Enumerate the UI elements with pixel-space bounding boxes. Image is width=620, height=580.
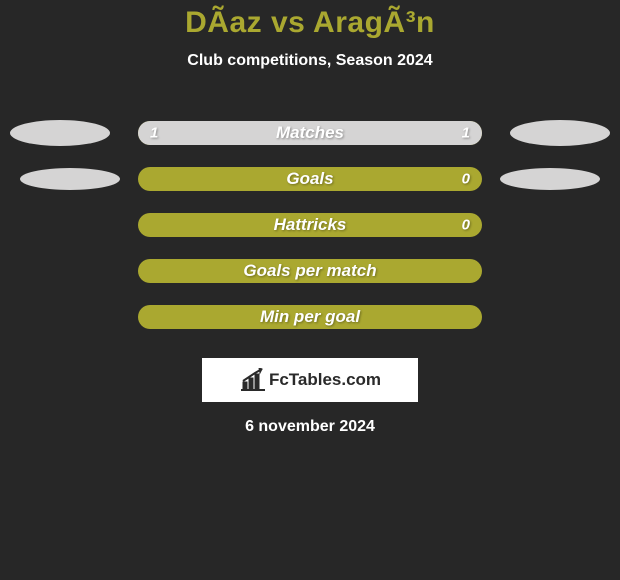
stat-label: Matches xyxy=(138,123,482,143)
left-ellipse-icon xyxy=(20,168,120,190)
page-title: DÃ­az vs AragÃ³n xyxy=(0,0,620,40)
right-ellipse-icon xyxy=(500,168,600,190)
stat-value-right: 1 xyxy=(462,125,470,142)
stat-row: Min per goal xyxy=(0,294,620,340)
date-text: 6 november 2024 xyxy=(0,418,620,436)
left-ellipse-icon xyxy=(10,120,110,146)
stat-value-left: 1 xyxy=(150,125,158,142)
stat-value-right: 0 xyxy=(462,217,470,234)
stat-label: Goals per match xyxy=(138,261,482,281)
subtitle: Club competitions, Season 2024 xyxy=(0,52,620,70)
stat-row: Matches1 1 xyxy=(0,110,620,156)
stat-bar: Matches xyxy=(138,121,482,145)
stat-row: Hattricks0 xyxy=(0,202,620,248)
stat-row: Goals per match xyxy=(0,248,620,294)
brand-box: FcTables.com xyxy=(202,358,418,402)
stat-bar: Min per goal xyxy=(138,305,482,329)
stat-label: Hattricks xyxy=(138,215,482,235)
stat-rows: Matches11Goals0Hattricks0Goals per match… xyxy=(0,110,620,340)
stat-value-right: 0 xyxy=(462,171,470,188)
stat-bar: Hattricks xyxy=(138,213,482,237)
right-ellipse-icon xyxy=(510,120,610,146)
brand-text: FcTables.com xyxy=(269,370,381,390)
brand-chart-icon xyxy=(239,368,267,392)
stat-bar: Goals xyxy=(138,167,482,191)
comparison-infographic: DÃ­az vs AragÃ³n Club competitions, Seas… xyxy=(0,0,620,580)
stat-label: Min per goal xyxy=(138,307,482,327)
stat-label: Goals xyxy=(138,169,482,189)
stat-bar: Goals per match xyxy=(138,259,482,283)
stat-row: Goals0 xyxy=(0,156,620,202)
